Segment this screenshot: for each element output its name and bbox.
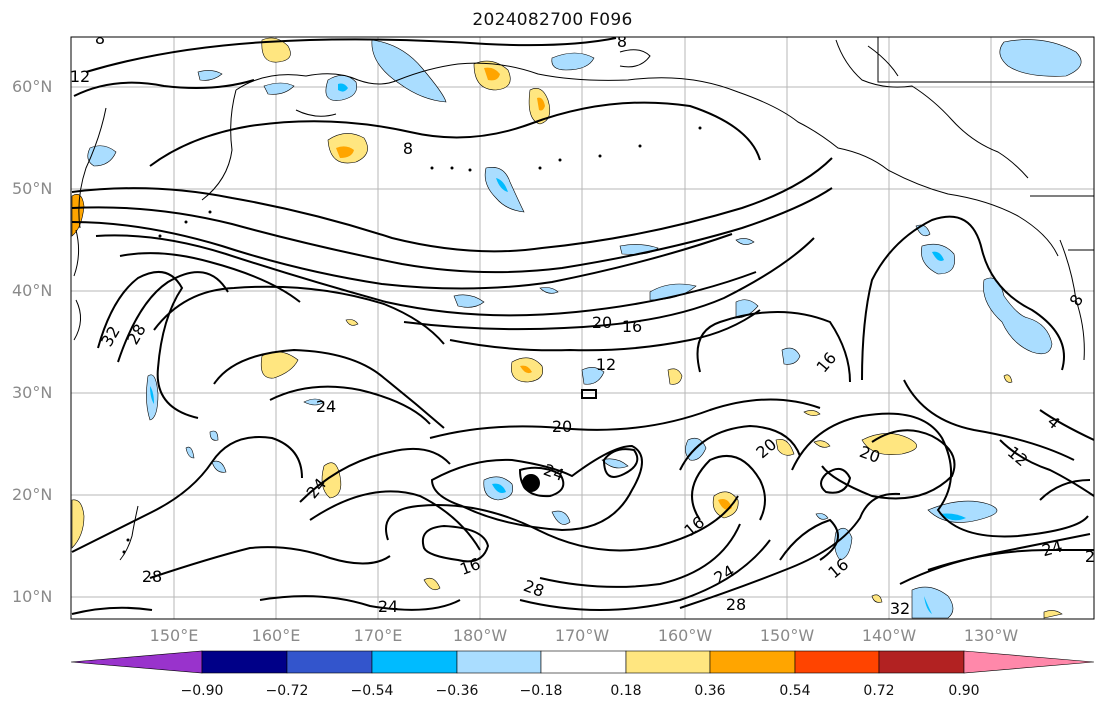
lon-label: 140°W — [861, 626, 917, 645]
height-contours — [71, 37, 1094, 615]
contour-label: 16 — [813, 348, 841, 376]
colorbar-tick: −0.72 — [265, 683, 309, 699]
contour-label: 28 — [142, 567, 162, 586]
colorbar — [70, 650, 1095, 674]
contour-label: 32 — [890, 599, 910, 618]
contour-label: 28 — [726, 595, 746, 614]
contour-label: 24 — [1040, 537, 1065, 561]
colorbar-cell — [878, 650, 965, 674]
storm-center-marker — [522, 474, 540, 492]
colorbar-cell — [201, 650, 288, 674]
lat-label: 20°N — [12, 485, 53, 504]
aleutian-islands — [122, 126, 702, 554]
colorbar-tick: 0.18 — [610, 683, 642, 699]
contour-label: 8 — [1066, 291, 1088, 309]
colorbar-cell — [371, 650, 458, 674]
contour-label: 24 — [711, 561, 738, 588]
lon-label: 170°E — [353, 626, 403, 645]
colorbar-tick: −0.54 — [350, 683, 394, 699]
contour-label: 16 — [622, 317, 642, 336]
lat-label: 30°N — [12, 383, 53, 402]
lon-label: 160°W — [657, 626, 713, 645]
contour-label: 8 — [95, 29, 105, 48]
contour-label: 12 — [596, 355, 616, 374]
contour-label: 8 — [403, 139, 413, 158]
colorbar-tick: 0.36 — [694, 683, 726, 699]
contour-label: 20 — [752, 435, 780, 463]
colorbar-cell — [794, 650, 880, 674]
lat-label: 10°N — [12, 587, 53, 606]
colorbar-cell — [709, 650, 796, 674]
colorbar-tick: −0.36 — [435, 683, 479, 699]
contour-label: 28 — [123, 321, 150, 348]
lat-label: 60°N — [12, 77, 53, 96]
lon-label: 160°E — [251, 626, 301, 645]
lat-label: 40°N — [12, 281, 53, 300]
contour-label: 32 — [97, 323, 124, 350]
colorbar-tick: 0.54 — [779, 683, 811, 699]
lon-label: 130°W — [963, 626, 1019, 645]
contour-label: 20 — [592, 313, 612, 332]
contour-label: 12 — [70, 67, 90, 86]
lon-label: 150°W — [759, 626, 815, 645]
colorbar-tick: −0.18 — [519, 683, 563, 699]
contour-label: 24 — [316, 397, 336, 416]
colorbar-cell — [286, 650, 373, 674]
state-boundaries — [877, 37, 1094, 251]
contour-label: 16 — [824, 555, 852, 583]
colorbar-cell — [625, 650, 711, 674]
contour-label: 24 — [378, 597, 398, 616]
colorbar-tick: 0.90 — [948, 683, 980, 699]
colorbar-cell — [540, 650, 627, 674]
contour-label: 2 — [1085, 547, 1095, 566]
contour-label: 8 — [617, 32, 627, 51]
lon-label: 150°E — [149, 626, 199, 645]
colorbar-tick: −0.90 — [180, 683, 224, 699]
colorbar-min-extend — [70, 650, 203, 674]
map-frame — [70, 36, 1095, 620]
lon-label: 180°W — [452, 626, 508, 645]
lon-label: 170°W — [554, 626, 610, 645]
contour-label: 20 — [552, 417, 572, 436]
colorbar-tick: 0.72 — [863, 683, 895, 699]
colorbar-cell — [456, 650, 542, 674]
lat-label: 50°N — [12, 179, 53, 198]
colorbar-max-extend — [963, 650, 1095, 674]
map-title: 2024082700 F096 — [472, 10, 633, 30]
coastlines — [73, 39, 1085, 561]
